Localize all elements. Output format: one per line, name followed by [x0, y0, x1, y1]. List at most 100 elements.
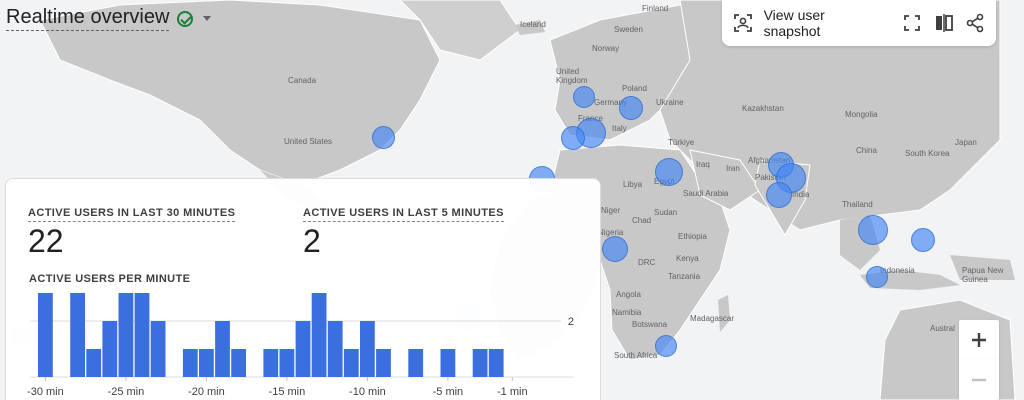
chart-bar[interactable] — [343, 349, 359, 377]
map-label: Germany — [594, 98, 627, 107]
map-label: South Korea — [905, 149, 950, 158]
chart-bar[interactable] — [199, 349, 214, 377]
location-bubble[interactable] — [911, 228, 935, 252]
location-bubble[interactable] — [655, 335, 677, 357]
x-tick-label: -30 min — [27, 386, 64, 398]
map-label: Thailand — [842, 200, 873, 209]
chart-bar[interactable] — [134, 293, 150, 377]
chart-bar[interactable] — [102, 321, 118, 377]
map-label: Sweden — [614, 25, 643, 34]
chart-bar[interactable] — [376, 349, 391, 377]
chart-bar[interactable] — [38, 293, 53, 377]
chart-bar[interactable] — [118, 293, 134, 377]
map-label: Angola — [616, 290, 641, 299]
map-label: Nigeria — [598, 228, 624, 237]
map-label: Iran — [726, 164, 740, 173]
location-bubble[interactable] — [655, 158, 683, 186]
check-circle-icon — [177, 10, 194, 27]
map-label: Ethiopia — [678, 232, 707, 241]
chart-bar[interactable] — [360, 321, 375, 377]
chart-bar[interactable] — [488, 349, 504, 377]
map-label: Indonesia — [880, 266, 915, 275]
location-bubble[interactable] — [858, 215, 888, 245]
users-30-value: 22 — [28, 223, 64, 259]
per-minute-bar-chart: 2 -30 min -25 min -20 min -15 min -10 min -5 … — [27, 293, 574, 398]
map-label: Austral — [930, 324, 955, 333]
per-minute-label: ACTIVE USERS PER MINUTE — [29, 273, 191, 285]
map-label: Poland — [622, 84, 647, 93]
users-5-label[interactable]: ACTIVE USERS IN LAST 5 MINUTES — [303, 207, 504, 222]
x-tick-label: -1 min — [497, 386, 528, 398]
map-label: China — [856, 146, 877, 155]
caret-down-icon[interactable] — [203, 16, 212, 21]
zoom-in-button[interactable] — [959, 320, 999, 360]
map-label: Canada — [288, 76, 317, 85]
zoom-out-button[interactable] — [959, 360, 999, 400]
map-label: Iceland — [520, 20, 546, 29]
minus-icon — [972, 378, 986, 382]
compare-icon[interactable] — [933, 12, 955, 34]
map-label: Botswana — [632, 320, 668, 329]
map-label: South Africa — [614, 351, 658, 360]
location-bubble[interactable] — [561, 126, 585, 150]
chart-bar[interactable] — [263, 349, 279, 377]
location-bubble[interactable] — [573, 86, 595, 108]
map-label: Libya — [623, 180, 643, 189]
location-bubble[interactable] — [372, 126, 395, 149]
location-bubble[interactable] — [866, 266, 888, 288]
map-label: Norway — [592, 44, 620, 53]
x-tick-label: -25 min — [108, 386, 145, 398]
view-user-snapshot-button[interactable]: View user snapshot — [763, 7, 825, 39]
chart-bar[interactable] — [279, 349, 295, 377]
x-tick-label: -10 min — [349, 386, 386, 398]
map-label: Namibia — [612, 308, 642, 317]
x-tick-label: -20 min — [188, 386, 225, 398]
map-label: Pakistan — [755, 173, 786, 182]
share-icon[interactable] — [964, 12, 986, 34]
location-bubble[interactable] — [619, 96, 643, 120]
chart-bar[interactable] — [295, 321, 311, 377]
map-label: DRC — [638, 258, 656, 267]
chart-bar[interactable] — [231, 349, 246, 377]
chart-bar[interactable] — [472, 349, 488, 377]
map-label: India — [792, 190, 810, 199]
map-label: United Kingdom — [556, 67, 588, 85]
chart-bar[interactable] — [408, 349, 424, 377]
map-label: Iraq — [696, 160, 710, 169]
map-label: Japan — [955, 138, 977, 147]
chart-bar[interactable] — [70, 293, 85, 377]
chart-bar[interactable] — [311, 293, 327, 377]
plus-icon — [972, 333, 986, 347]
user-snapshot-icon[interactable] — [732, 12, 754, 34]
map-label: Madagascar — [690, 314, 735, 323]
users-30-label[interactable]: ACTIVE USERS IN LAST 30 MINUTES — [28, 207, 236, 222]
chart-bar[interactable] — [150, 321, 166, 377]
fullscreen-icon[interactable] — [901, 12, 923, 34]
map-label: Papua New Guinea — [962, 266, 1004, 284]
map-label: Chad — [632, 216, 652, 225]
map-label: United States — [284, 137, 333, 146]
chart-bar[interactable] — [86, 349, 102, 377]
map-label: Ukraine — [656, 98, 684, 107]
users-5-value: 2 — [303, 223, 321, 259]
map-label: Italy — [612, 124, 627, 133]
x-tick-label: -5 min — [433, 386, 464, 398]
chart-bar[interactable] — [215, 321, 230, 377]
chart-bar[interactable] — [182, 349, 198, 377]
realtime-stats-card: ACTIVE USERS IN LAST 30 MINUTES 22 ACTIV… — [5, 178, 601, 400]
x-tick-label: -15 min — [269, 386, 306, 398]
location-bubble[interactable] — [602, 236, 628, 262]
map-label: Niger — [601, 206, 621, 215]
chart-bar[interactable] — [327, 321, 343, 377]
map-toolbar: View user snapshot — [722, 0, 996, 46]
page-title: Realtime overview — [6, 6, 170, 31]
map-label: Mongolia — [845, 110, 878, 119]
map-label: Sudan — [654, 208, 678, 217]
chart-bar[interactable] — [440, 349, 456, 377]
location-bubble[interactable] — [766, 182, 792, 208]
map-label: Finland — [642, 4, 669, 13]
map-label: Tanzania — [668, 272, 701, 281]
map-label: Kenya — [676, 254, 699, 263]
reference-line-label: 2 — [568, 316, 574, 328]
page-header: Realtime overview — [6, 6, 212, 31]
